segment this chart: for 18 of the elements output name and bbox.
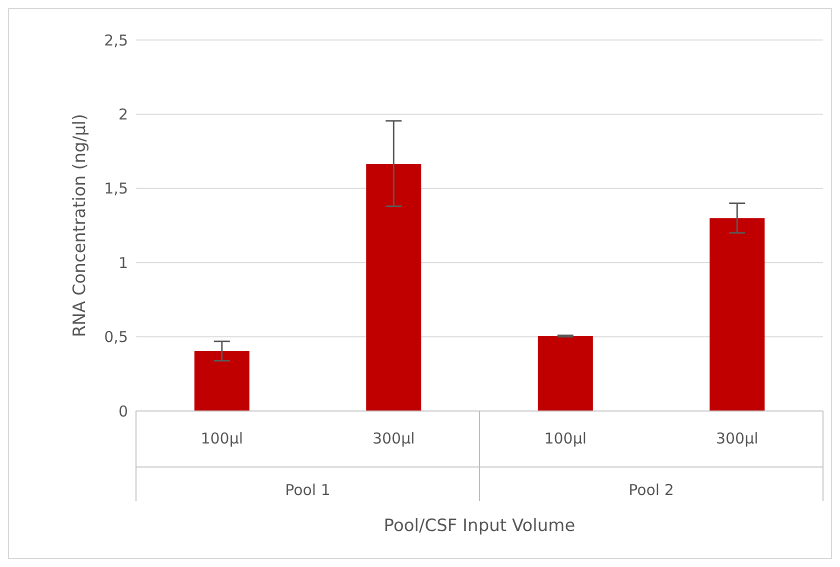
bar bbox=[538, 336, 593, 411]
bar bbox=[366, 164, 422, 411]
y-tick-label: 2 bbox=[118, 106, 128, 124]
text: Pool 2 bbox=[628, 481, 674, 499]
y-tick-label: 0,5 bbox=[104, 328, 128, 346]
x-tick-label: 300µl bbox=[372, 430, 415, 448]
y-tick-label: 1,5 bbox=[104, 180, 128, 198]
x-axis-title: Pool/CSF Input Volume bbox=[384, 516, 576, 536]
y-tick-label: 1 bbox=[118, 254, 128, 272]
x-tick-label: 300µl bbox=[716, 430, 758, 448]
x-tick-label: 100µl bbox=[200, 430, 244, 448]
x-tick-label: 100µl bbox=[544, 430, 587, 448]
y-axis-title: RNA Concentration (ng/µl) bbox=[70, 114, 90, 338]
y-tick-label: 2,5 bbox=[104, 31, 128, 50]
text: Pool 1 bbox=[285, 481, 330, 499]
bar bbox=[194, 351, 250, 411]
y-tick-label: 0 bbox=[118, 402, 128, 420]
bar bbox=[710, 218, 765, 411]
